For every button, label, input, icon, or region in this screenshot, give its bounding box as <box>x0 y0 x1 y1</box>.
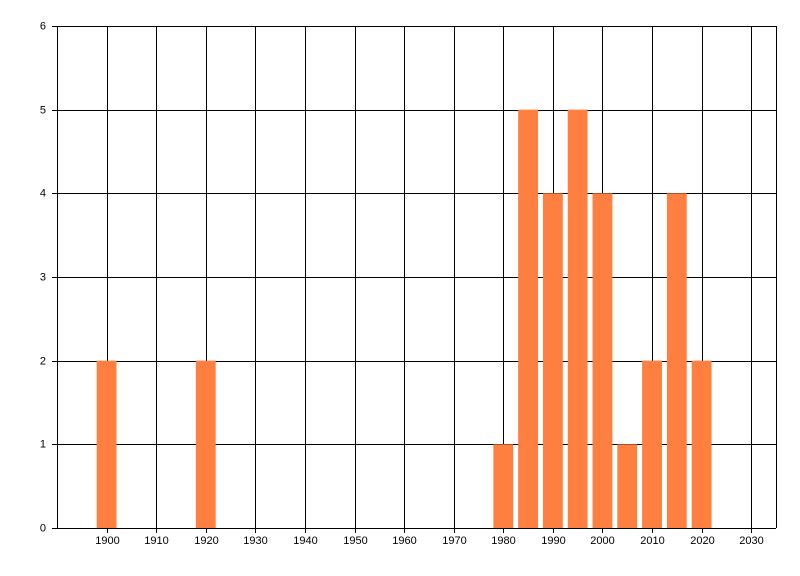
x-tick-label: 1900 <box>95 535 119 547</box>
bar <box>642 360 662 528</box>
y-tick-label: 5 <box>40 104 46 116</box>
x-tick-label: 2000 <box>590 535 614 547</box>
y-tick-label: 1 <box>40 438 46 450</box>
bar <box>691 360 712 528</box>
x-tick-label: 1970 <box>442 535 466 547</box>
x-tick-label: 1960 <box>392 535 416 547</box>
y-tick-label: 6 <box>40 20 46 32</box>
x-tick-label: 1990 <box>541 535 565 547</box>
bar <box>567 109 588 529</box>
x-tick-label: 1910 <box>144 535 168 547</box>
y-tick-label: 4 <box>40 187 46 199</box>
bar <box>666 193 687 529</box>
y-tick-label: 2 <box>40 355 46 367</box>
x-tick-label: 1950 <box>343 535 367 547</box>
y-tick-label: 0 <box>40 522 46 534</box>
x-tick-label: 2010 <box>640 535 664 547</box>
y-tick-label: 3 <box>40 271 46 283</box>
x-tick-label: 2020 <box>690 535 714 547</box>
bar <box>493 444 514 528</box>
x-tick-label: 2030 <box>739 535 763 547</box>
x-tick-label: 1920 <box>194 535 218 547</box>
x-tick-label: 1940 <box>293 535 317 547</box>
bar <box>96 360 117 528</box>
bar <box>518 109 538 529</box>
bar <box>617 444 638 528</box>
x-tick-label: 1930 <box>243 535 267 547</box>
bar <box>195 360 216 528</box>
bar <box>592 193 613 529</box>
x-tick-label: 1980 <box>491 535 515 547</box>
bar <box>542 193 563 529</box>
